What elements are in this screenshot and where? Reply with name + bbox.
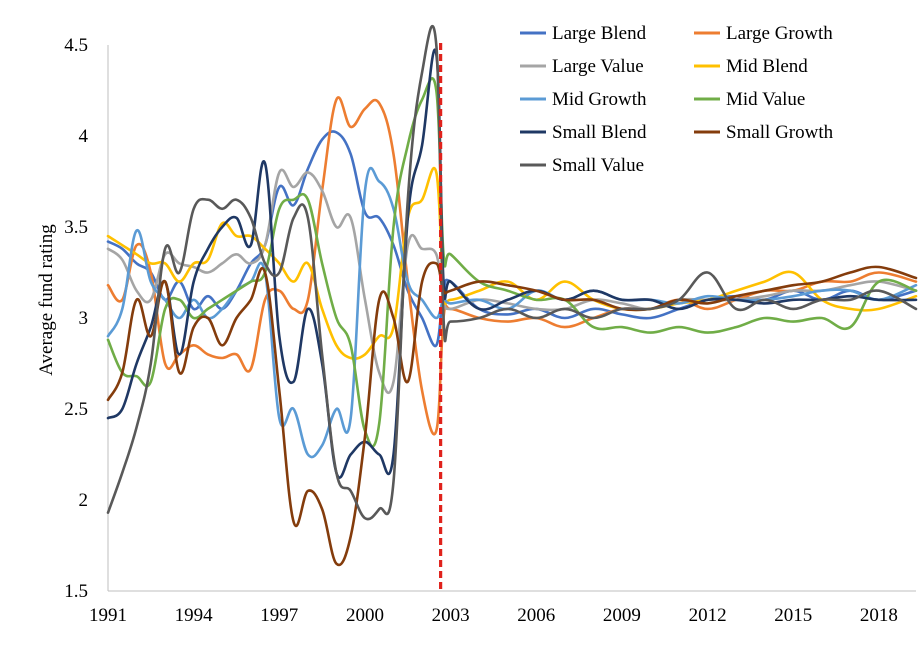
- x-tick-label: 1994: [175, 605, 214, 626]
- series-line-mid-growth: [106, 166, 918, 459]
- y-tick-label: 2.5: [64, 399, 88, 420]
- legend-label: Large Growth: [726, 23, 833, 44]
- series-line-mid-blend: [106, 167, 918, 361]
- y-tick-label: 3.5: [64, 217, 88, 238]
- series-line-small-value: [106, 25, 918, 521]
- x-tick-label: 2006: [517, 605, 555, 626]
- series-line-small-blend: [106, 48, 918, 479]
- legend-item-large-blend: Large Blend: [520, 23, 647, 44]
- y-tick-label: 1.5: [64, 581, 88, 602]
- x-tick-label: 2015: [774, 605, 812, 626]
- series-line-large-growth: [106, 96, 918, 436]
- series-lines: [106, 25, 918, 567]
- legend-item-small-value: Small Value: [520, 155, 644, 176]
- legend-label: Mid Blend: [726, 56, 808, 77]
- legend-label: Small Growth: [726, 122, 834, 143]
- legend-label: Large Blend: [552, 23, 647, 44]
- x-tick-label: 1997: [260, 605, 298, 626]
- legend-label: Small Blend: [552, 122, 647, 143]
- y-axis-title: Average fund rating: [36, 224, 57, 376]
- legend-item-large-growth: Large Growth: [694, 23, 833, 44]
- legend-item-small-growth: Small Growth: [694, 122, 834, 143]
- series-line-mid-value: [106, 77, 918, 448]
- legend-item-mid-blend: Mid Blend: [694, 56, 808, 77]
- x-tick-label: 2009: [603, 605, 641, 626]
- legend-label: Mid Growth: [552, 89, 647, 110]
- legend-item-mid-value: Mid Value: [694, 89, 805, 110]
- series-line-large-blend: [106, 130, 918, 348]
- x-tick-label: 2003: [432, 605, 470, 626]
- x-tick-label: 1991: [89, 605, 127, 626]
- y-tick-label: 3: [79, 308, 89, 329]
- legend-label: Large Value: [552, 56, 644, 77]
- legend-item-large-value: Large Value: [520, 56, 644, 77]
- legend-label: Small Value: [552, 155, 644, 176]
- x-tick-label: 2018: [860, 605, 898, 626]
- y-tick-label: 2: [79, 490, 89, 511]
- y-tick-label: 4: [79, 126, 89, 147]
- y-tick-label: 4.5: [64, 35, 88, 56]
- series-line-small-growth: [106, 261, 918, 567]
- x-tick-label: 2012: [689, 605, 727, 626]
- legend-label: Mid Value: [726, 89, 805, 110]
- legend: Large Blend Large Growth Large Value Mid Bl…: [520, 23, 834, 176]
- x-tick-label: 2000: [346, 605, 384, 626]
- axes: 1.5 2 2.5 3 3.5 4 4.5 1991 1994 1997 2000 2003 2006 2…: [64, 35, 916, 626]
- legend-item-mid-growth: Mid Growth: [520, 89, 647, 110]
- legend-item-small-blend: Small Blend: [520, 122, 647, 143]
